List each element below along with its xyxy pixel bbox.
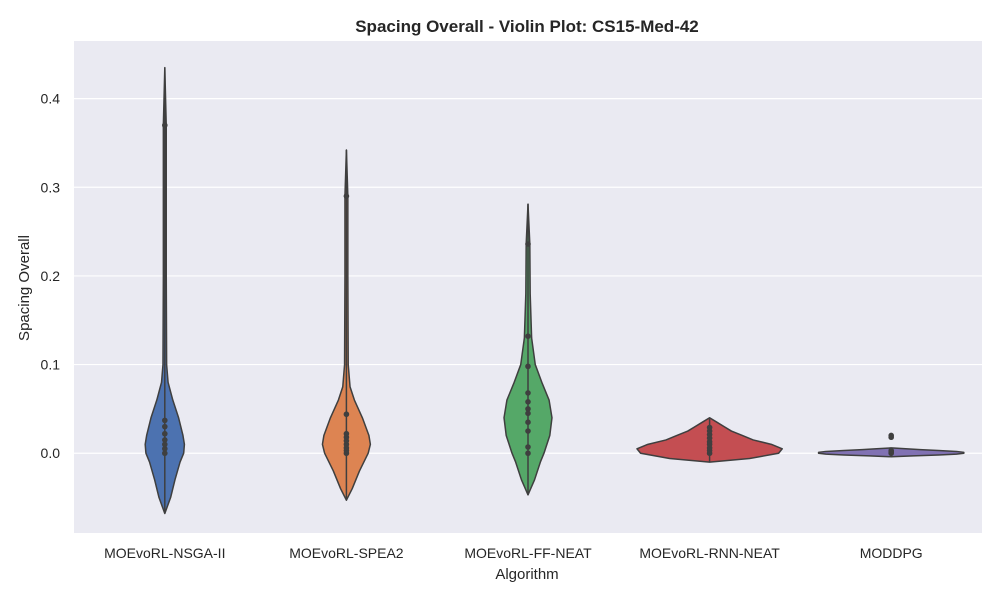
data-point [343,411,350,418]
data-point [162,450,168,457]
data-point [162,417,168,424]
data-point [525,450,531,457]
y-tick-label: 0.0 [41,445,61,461]
data-point [162,423,168,430]
x-tick-label: MOEvoRL-SPEA2 [289,545,404,561]
y-tick-label: 0.3 [41,179,61,195]
data-point [162,122,168,129]
chart-title: Spacing Overall - Violin Plot: CS15-Med-… [355,17,699,36]
violin-4 [636,417,783,463]
data-point [525,363,531,370]
violin-1 [144,66,186,515]
data-point [525,241,531,247]
y-axis-label: Spacing Overall [16,235,33,341]
x-tick-label: MOEvoRL-NSGA-II [104,545,225,561]
violin-3 [503,203,553,496]
y-tick-label: 0.1 [41,357,61,373]
data-point [706,424,713,431]
x-tick-label: MODDPG [860,545,923,561]
data-point [162,437,168,443]
y-tick-label: 0.2 [41,268,61,284]
y-tick-label: 0.4 [41,91,61,107]
violin-2 [321,149,372,501]
data-point [525,419,531,425]
data-point [525,333,531,340]
violins [144,66,965,515]
x-tick-labels: MOEvoRL-NSGA-II MOEvoRL-SPEA2 MOEvoRL-FF-N… [104,545,923,561]
x-tick-label: MOEvoRL-RNN-NEAT [639,545,780,561]
y-tick-labels: 0.0 0.1 0.2 0.3 0.4 [41,91,61,462]
data-point [525,390,531,396]
data-point [888,432,894,439]
data-point [525,399,531,405]
x-tick-label: MOEvoRL-FF-NEAT [464,545,592,561]
data-point [343,193,350,199]
data-point [525,406,531,412]
data-point [343,430,350,437]
x-axis-label: Algorithm [495,566,558,583]
data-point [162,430,168,437]
data-point [162,441,168,448]
data-point [525,410,531,417]
data-point [525,444,531,450]
violin-5 [817,432,965,458]
data-point [525,428,531,434]
data-point [162,445,168,452]
data-point [888,447,894,454]
